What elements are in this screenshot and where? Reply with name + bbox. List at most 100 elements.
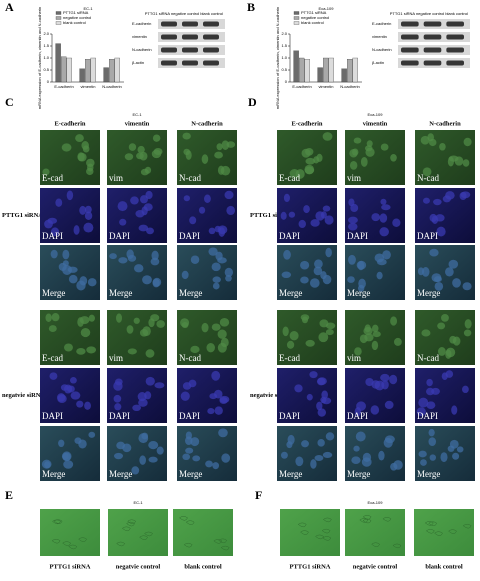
cell — [73, 225, 80, 235]
cell — [58, 439, 65, 448]
blot-label: N-cadherin — [372, 47, 392, 52]
cell — [316, 153, 323, 162]
cell — [57, 394, 67, 404]
cell — [86, 167, 94, 176]
cell — [148, 441, 159, 450]
cell — [349, 161, 358, 170]
cell — [463, 137, 472, 147]
row-group-label: negatvie siRNA — [2, 392, 45, 399]
y-tick-label: 2.0 — [43, 31, 49, 36]
cell-outline — [184, 542, 193, 548]
cell — [437, 322, 446, 330]
cell — [314, 454, 324, 461]
cell — [62, 249, 70, 260]
cell — [348, 254, 356, 265]
cell — [62, 265, 72, 275]
cell-outline — [53, 519, 63, 524]
legend-label: PTTG1 siRNA — [63, 10, 89, 15]
blot-band — [203, 34, 219, 40]
micrograph-label: vim — [347, 173, 361, 183]
cell — [372, 331, 381, 338]
cell — [69, 377, 77, 384]
cell — [452, 452, 460, 460]
cell — [300, 276, 309, 284]
cell — [390, 153, 397, 162]
cell-outline — [298, 522, 307, 528]
cell — [181, 270, 189, 280]
y-tick-label: 1.5 — [281, 43, 287, 48]
micrograph-label: vim — [347, 353, 361, 363]
cell — [152, 134, 161, 142]
cell — [128, 143, 137, 151]
blot-band — [423, 21, 442, 27]
bar — [341, 68, 347, 83]
micrograph-label: DAPI — [417, 411, 438, 421]
cell-outline — [139, 535, 148, 540]
cell-outline — [315, 534, 324, 540]
cell — [372, 324, 379, 333]
cell — [322, 205, 331, 212]
blot-header: PTTG1 siRNA negative control blank contr… — [145, 11, 223, 16]
cell — [317, 408, 327, 417]
cell — [378, 450, 385, 461]
cell — [282, 326, 289, 337]
x-tick-label: vimentin — [319, 84, 334, 89]
micrograph-label: Merge — [279, 469, 302, 479]
micrograph-label: DAPI — [109, 411, 130, 421]
cell — [421, 267, 430, 277]
cell-outline — [371, 542, 380, 547]
cell — [348, 222, 358, 231]
bar — [79, 68, 85, 83]
blot-band — [161, 47, 177, 53]
cell — [434, 281, 444, 291]
cell — [50, 249, 58, 259]
chart-title: EC-1 — [83, 6, 93, 11]
cell — [145, 349, 155, 358]
cell — [208, 247, 218, 256]
blot-band — [446, 34, 464, 40]
cell — [429, 248, 439, 257]
cell — [384, 435, 395, 444]
cell — [217, 257, 227, 264]
cell — [426, 378, 433, 387]
cell — [61, 143, 72, 152]
cell — [224, 190, 234, 200]
cell — [181, 321, 189, 329]
cell — [47, 217, 58, 224]
cell — [88, 431, 96, 438]
cell — [64, 343, 73, 352]
cell — [88, 314, 95, 322]
cell — [182, 382, 192, 390]
cell — [462, 385, 469, 394]
cell — [287, 434, 295, 445]
cell — [347, 216, 358, 224]
blot-label: vimentin — [372, 34, 387, 39]
cell — [300, 260, 310, 270]
cell — [211, 370, 221, 381]
cell-outline — [426, 529, 435, 534]
cell-outline — [428, 521, 438, 526]
cell — [49, 372, 58, 380]
cell — [421, 329, 431, 337]
cell — [289, 330, 299, 341]
cell — [198, 206, 206, 214]
cell — [132, 404, 142, 412]
legend-swatch — [293, 16, 300, 20]
cell-outline — [186, 520, 195, 525]
cell — [214, 151, 223, 159]
x-tick-label: E-cadherin — [292, 84, 311, 89]
cell — [418, 450, 427, 458]
y-tick-label: 0.5 — [43, 67, 49, 72]
cell — [117, 201, 128, 212]
cell-outline — [62, 541, 71, 546]
cell — [428, 437, 437, 446]
cell — [133, 264, 144, 273]
blot-band — [203, 21, 219, 27]
cell — [371, 340, 379, 351]
cell — [182, 132, 191, 140]
panel-label: A — [5, 0, 14, 14]
cell — [84, 211, 93, 221]
image-caption: negatvie control — [353, 563, 398, 570]
blot-band — [161, 60, 177, 66]
micrograph-label: Merge — [417, 288, 440, 298]
